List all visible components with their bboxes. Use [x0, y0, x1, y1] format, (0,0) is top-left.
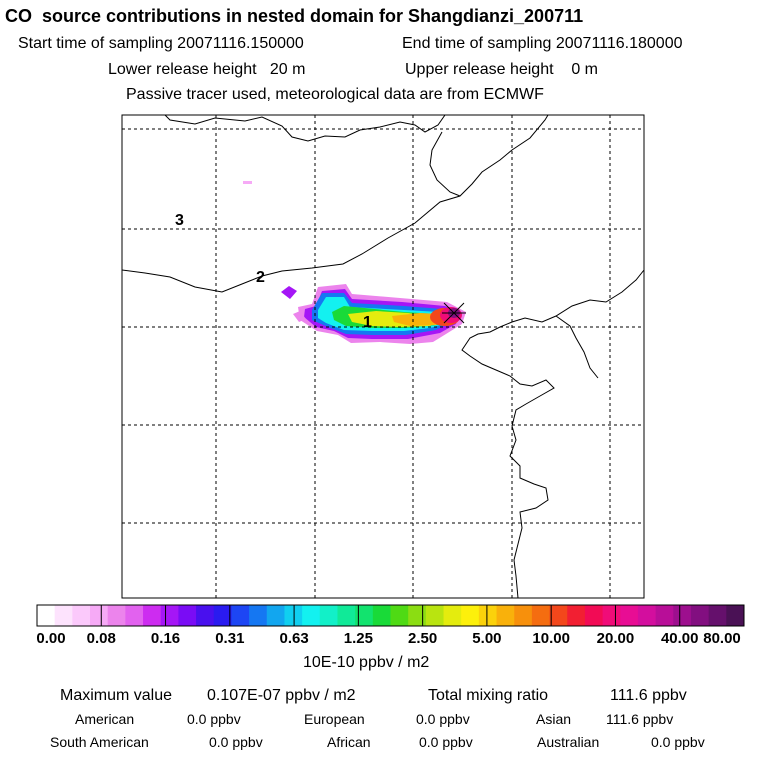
region-value-asian: 111.6 ppbv — [606, 711, 674, 727]
region-name-asian: Asian — [536, 711, 572, 727]
grid-label-1: 1 — [363, 314, 372, 331]
colorbar-tick-label: 40.00 — [660, 630, 699, 647]
colorbar-swatch — [443, 605, 462, 626]
colorbar-swatch — [37, 605, 56, 626]
region-value-south-american: 0.0 ppbv — [209, 734, 263, 750]
max-value-label: Maximum value — [60, 687, 173, 704]
region-name-australian: Australian — [537, 734, 600, 750]
start-time-label: Start time of sampling 20071116.150000 — [18, 35, 304, 52]
colorbar-swatch — [72, 605, 91, 626]
colorbar-swatch — [302, 605, 321, 626]
colorbar-tick-label: 0.08 — [86, 630, 116, 647]
coast-liaodong — [555, 315, 599, 379]
colorbar-swatch — [408, 605, 427, 626]
colorbar-swatch — [425, 605, 445, 626]
colorbar-swatch — [231, 605, 250, 626]
colorbar-tick-label: 80.00 — [703, 630, 741, 647]
plume-layer — [243, 181, 466, 344]
colorbar-swatch — [584, 605, 604, 626]
colorbar-tick-label: 0.63 — [279, 630, 309, 647]
colorbar-swatch — [673, 605, 692, 626]
colorbar-tick-label: 0.31 — [215, 630, 245, 647]
colorbar-swatch — [390, 605, 409, 626]
colorbar-swatch — [90, 605, 109, 626]
colorbar-tick-label: 0.16 — [150, 630, 181, 647]
region-value-american: 0.0 ppbv — [187, 711, 241, 727]
star-icon — [442, 302, 466, 324]
plume-blob-west — [281, 286, 297, 299]
colorbar-swatch — [708, 605, 727, 626]
border-mongolia-north — [164, 115, 446, 142]
grid-label-2: 2 — [256, 269, 265, 286]
region-name-american: American — [75, 711, 135, 727]
colorbar-swatch — [690, 605, 710, 626]
grid-label-3: 3 — [175, 212, 184, 229]
colorbar-tick-label: 1.25 — [343, 630, 373, 647]
colorbar-swatch — [567, 605, 586, 626]
colorbar-swatch — [178, 605, 197, 626]
region-value-australian: 0.0 ppbv — [651, 734, 705, 750]
colorbar-swatch — [54, 605, 73, 626]
colorbar-swatch — [531, 605, 551, 626]
grid-number-labels: 3 2 1 — [175, 212, 372, 331]
map-frame — [121, 114, 645, 599]
colorbar-swatch — [355, 605, 374, 626]
total-mixing-label: Total mixing ratio — [428, 687, 549, 704]
region-name-african: African — [327, 734, 371, 750]
region-value-african: 0.0 ppbv — [419, 734, 473, 750]
grid-lines — [122, 115, 644, 598]
colorbar-swatch — [514, 605, 533, 626]
colorbar-swatch — [602, 605, 621, 626]
tracer-note: Passive tracer used, meteorological data… — [126, 86, 544, 103]
plume-blob-north — [243, 181, 252, 184]
colorbar — [36, 605, 745, 626]
colorbar-swatch — [478, 605, 498, 626]
region-name-european: European — [304, 711, 365, 727]
colorbar-swatch — [549, 605, 568, 626]
colorbar-swatch — [726, 605, 745, 626]
max-value: 0.107E-07 ppbv / m2 — [207, 687, 356, 704]
colorbar-swatch — [249, 605, 268, 626]
colorbar-swatch — [655, 605, 674, 626]
colorbar-tick-label: 5.00 — [472, 630, 502, 647]
colorbar-tick-label: 20.00 — [596, 630, 635, 647]
plot-title: CO source contributions in nested domain… — [5, 6, 584, 26]
colorbar-swatch — [213, 605, 232, 626]
colorbar-swatch — [196, 605, 215, 626]
colorbar-swatch — [125, 605, 144, 626]
colorbar-swatch — [319, 605, 338, 626]
colorbar-unit: 10E-10 ppbv / m2 — [303, 654, 430, 671]
colorbar-swatch — [461, 605, 480, 626]
border-inner-manchuria — [429, 131, 461, 197]
colorbar-tick-label: 10.00 — [532, 630, 570, 647]
colorbar-swatch — [496, 605, 515, 626]
colorbar-swatch — [620, 605, 639, 626]
colorbar-tick-label: 2.50 — [408, 630, 438, 647]
colorbar-swatch — [372, 605, 391, 626]
region-value-european: 0.0 ppbv — [416, 711, 470, 727]
colorbar-swatch — [284, 605, 303, 626]
colorbar-swatch — [143, 605, 162, 626]
plume-blob-tail — [293, 311, 306, 322]
colorbar-tick-label: 0.00 — [36, 630, 66, 647]
colorbar-swatch — [107, 605, 126, 626]
end-time-label: End time of sampling 20071116.180000 — [402, 35, 683, 52]
total-mixing-value: 111.6 ppbv — [610, 687, 687, 704]
colorbar-swatch — [160, 605, 179, 626]
lower-height-label: Lower release height 20 m — [108, 61, 306, 78]
colorbar-swatch — [637, 605, 657, 626]
coast-bohai — [461, 269, 644, 598]
colorbar-frame — [36, 604, 745, 627]
upper-height-label: Upper release height 0 m — [405, 61, 598, 78]
coastlines-borders — [122, 115, 644, 598]
region-name-south-american: South American — [50, 734, 149, 750]
colorbar-swatch — [337, 605, 356, 626]
border-mongolia-south — [122, 115, 549, 293]
colorbar-swatch — [266, 605, 285, 626]
